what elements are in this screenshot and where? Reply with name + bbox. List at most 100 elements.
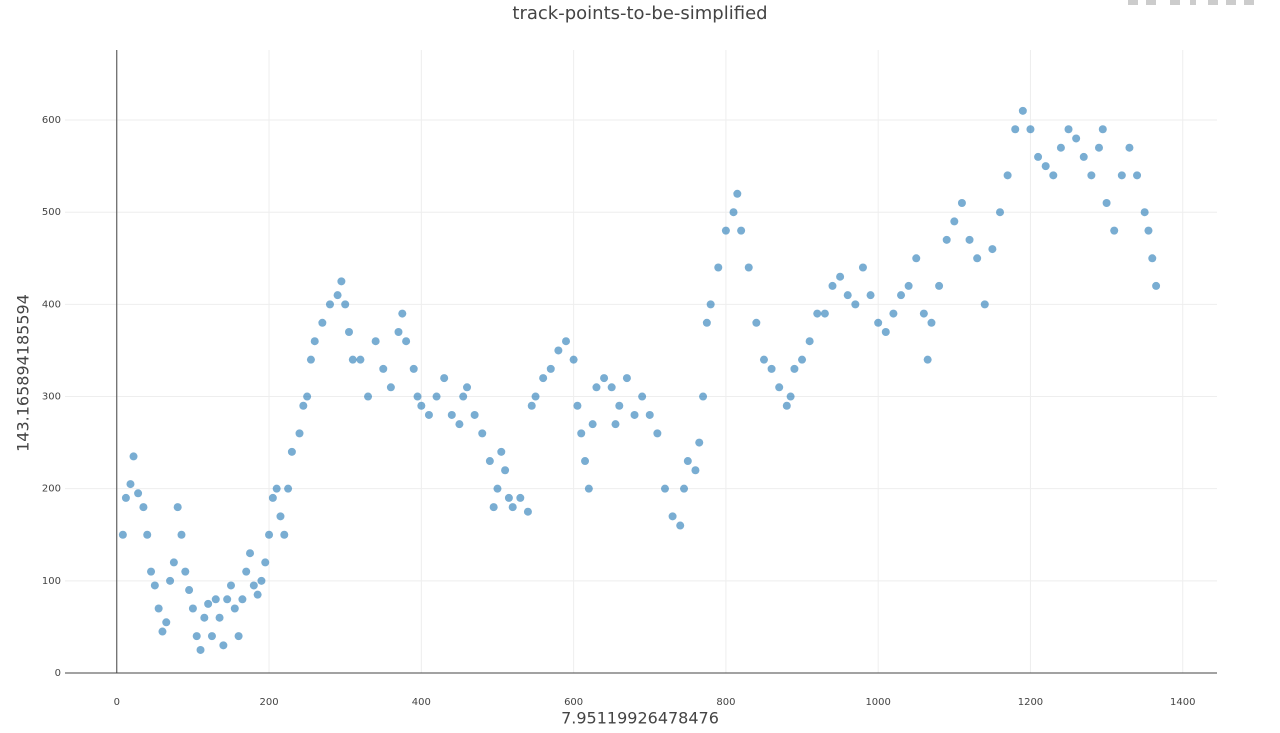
point [470, 410, 479, 419]
point [980, 300, 989, 309]
point [638, 392, 647, 401]
point [1144, 226, 1153, 235]
point [607, 383, 616, 392]
point [573, 401, 582, 410]
modebar-button[interactable] [1190, 0, 1196, 5]
point [287, 447, 296, 456]
y-tick-label: 400 [42, 299, 61, 310]
point [706, 300, 715, 309]
x-axis-title: 7.95119926478476 [561, 709, 719, 728]
point [752, 318, 761, 327]
point [562, 337, 571, 346]
point [504, 493, 513, 502]
point [268, 493, 277, 502]
y-tick-label: 500 [42, 207, 61, 218]
point [676, 521, 685, 530]
point [238, 595, 247, 604]
point [569, 355, 578, 364]
point [897, 291, 906, 300]
point [424, 410, 433, 419]
point [211, 595, 220, 604]
point [904, 281, 913, 290]
modebar-button[interactable] [1128, 0, 1138, 5]
point [744, 263, 753, 272]
point [173, 503, 182, 512]
point [463, 383, 472, 392]
point [988, 245, 997, 254]
x-tick-label: 0 [114, 697, 120, 708]
point [409, 364, 418, 373]
x-tick-label: 1200 [1018, 697, 1043, 708]
point [1064, 125, 1073, 134]
point [554, 346, 563, 355]
point [1087, 171, 1096, 180]
modebar-button[interactable] [1208, 0, 1218, 5]
point [166, 576, 175, 585]
x-tick-label: 600 [564, 697, 583, 708]
point [253, 590, 262, 599]
point [996, 208, 1005, 217]
point [215, 613, 224, 622]
point [226, 581, 235, 590]
point [889, 309, 898, 318]
point [284, 484, 293, 493]
point [386, 383, 395, 392]
point [660, 484, 669, 493]
point [874, 318, 883, 327]
point [1125, 143, 1134, 152]
point [398, 309, 407, 318]
point [154, 604, 163, 613]
point [767, 364, 776, 373]
y-tick-label: 100 [42, 576, 61, 587]
x-tick-label: 1000 [865, 697, 890, 708]
point [459, 392, 468, 401]
point [935, 281, 944, 290]
modebar-button[interactable] [1226, 0, 1236, 5]
point [185, 586, 194, 595]
point [531, 392, 540, 401]
point [523, 507, 532, 516]
modebar-button[interactable] [1146, 0, 1156, 5]
point [333, 291, 342, 300]
point [881, 328, 890, 337]
modebar-button[interactable] [1170, 0, 1180, 5]
point [341, 300, 350, 309]
point [584, 484, 593, 493]
point [272, 484, 281, 493]
chart-title: track-points-to-be-simplified [512, 3, 767, 24]
point [927, 318, 936, 327]
point [733, 189, 742, 198]
point [126, 480, 135, 489]
x-tick-label: 400 [412, 697, 431, 708]
point [950, 217, 959, 226]
point [858, 263, 867, 272]
point [923, 355, 932, 364]
point [207, 632, 216, 641]
point [455, 420, 464, 429]
point [965, 235, 974, 244]
point [306, 355, 315, 364]
point [866, 291, 875, 300]
point [1026, 125, 1035, 134]
point [497, 447, 506, 456]
point [691, 466, 700, 475]
y-tick-label: 300 [42, 392, 61, 403]
point [379, 364, 388, 373]
point [356, 355, 365, 364]
point [516, 493, 525, 502]
point [973, 254, 982, 263]
point [714, 263, 723, 272]
point [1003, 171, 1012, 180]
point [1133, 171, 1142, 180]
point [371, 337, 380, 346]
point [942, 235, 951, 244]
x-tick-label: 800 [716, 697, 735, 708]
point [447, 410, 456, 419]
point [181, 567, 190, 576]
point [919, 309, 928, 318]
modebar-button[interactable] [1244, 0, 1254, 5]
point [134, 489, 143, 498]
point [1079, 152, 1088, 161]
